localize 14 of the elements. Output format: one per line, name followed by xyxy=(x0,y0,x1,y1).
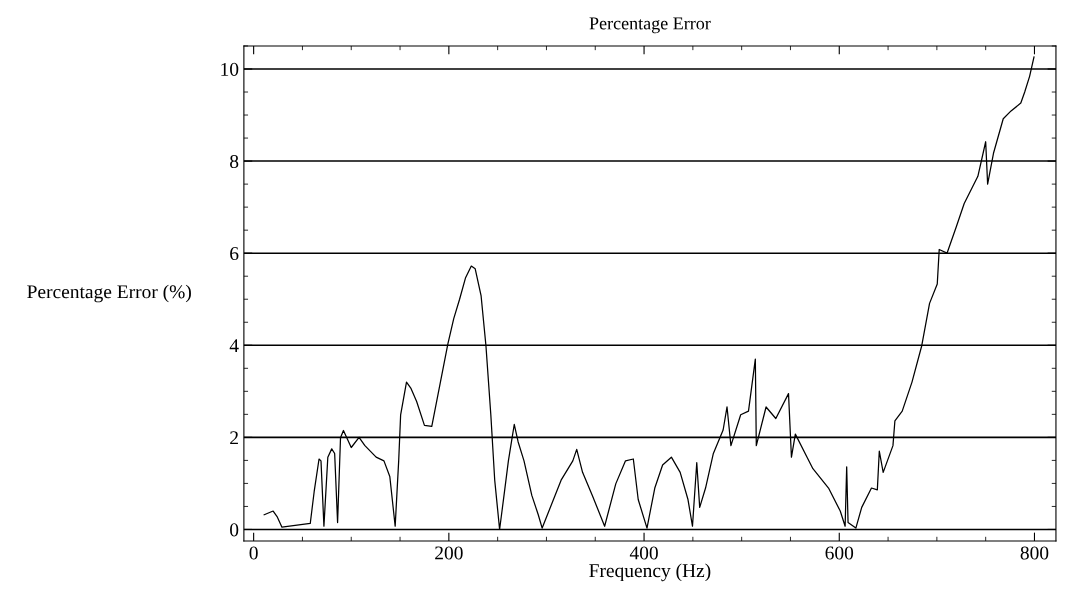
x-tick-label: 0 xyxy=(249,546,258,560)
y-tick-label: 10 xyxy=(221,62,239,76)
y-axis-title: Percentage Error (%) xyxy=(27,284,191,303)
x-tick-label: 800 xyxy=(1020,546,1049,560)
chart-title: Percentage Error xyxy=(589,17,711,34)
x-tick-label: 200 xyxy=(435,546,463,560)
x-tick-label: 600 xyxy=(825,546,854,560)
y-tick-label: 6 xyxy=(230,247,239,261)
y-tick-label: 0 xyxy=(230,523,239,537)
y-tick-label: 2 xyxy=(230,431,238,445)
y-tick-label: 4 xyxy=(229,339,239,353)
y-tick-label: 8 xyxy=(230,154,239,169)
x-axis-title: Frequency (Hz) xyxy=(589,563,711,582)
x-tick-label: 400 xyxy=(629,546,658,560)
